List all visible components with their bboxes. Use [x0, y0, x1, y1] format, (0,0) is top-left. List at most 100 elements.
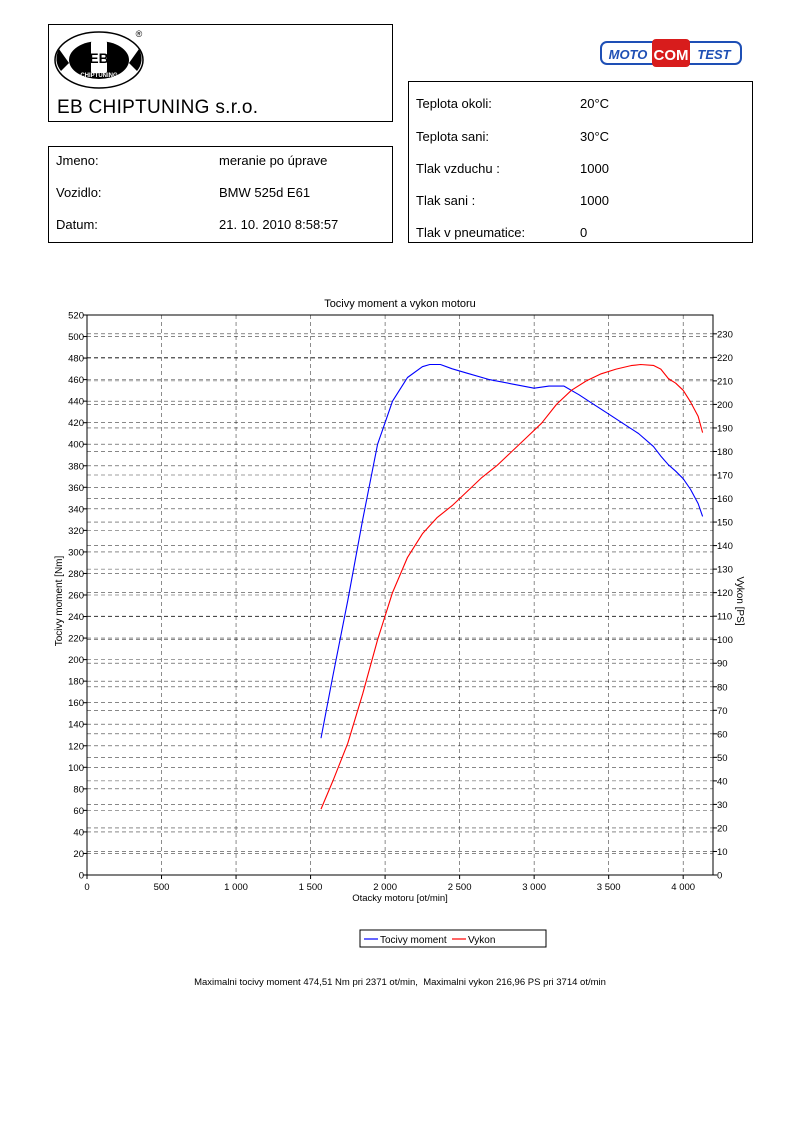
y2-tick-label: 160: [717, 494, 733, 505]
x-tick-label: 2 000: [373, 882, 397, 893]
eb-chiptuning-logo: EB CHIPTUNING ®: [54, 29, 144, 89]
x-tick-label: 4 000: [671, 882, 695, 893]
y-tick-label: 0: [79, 871, 84, 882]
info-value: meranie po úprave: [219, 153, 328, 168]
info-value: 21. 10. 2010 8:58:57: [219, 217, 339, 232]
chart-legend: Tocivy moment Vykon: [359, 929, 547, 948]
y2-tick-label: 230: [717, 329, 733, 340]
y-tick-label: 100: [68, 763, 84, 774]
chart-grid: [87, 315, 713, 875]
y-tick-label: 460: [68, 375, 84, 386]
y-tick-label: 420: [68, 418, 84, 429]
y-tick-label: 320: [68, 526, 84, 537]
y2-tick-label: 170: [717, 471, 733, 482]
chart-title: Tocivy moment a vykon motoru: [324, 298, 476, 310]
legend-label-torque: Tocivy moment: [380, 935, 447, 946]
y-tick-label: 140: [68, 720, 84, 731]
series-line-torque: [320, 363, 704, 739]
y2-tick-label: 200: [717, 400, 733, 411]
y-tick-label: 480: [68, 354, 84, 365]
moto-logo-left: MOTO: [609, 47, 648, 62]
y2-tick-label: 80: [717, 682, 728, 693]
y-tick-label: 220: [68, 634, 84, 645]
y2-tick-label: 20: [717, 823, 728, 834]
logo-center-text: EB: [89, 50, 108, 66]
test-conditions-panel: Teplota okoli: 20°C Teplota sani: 30°C T…: [408, 81, 753, 243]
y-tick-label: 360: [68, 483, 84, 494]
y2-tick-label: 220: [717, 353, 733, 364]
motocomtest-logo: MOTO COM TEST: [600, 39, 742, 67]
x-axis-label: Otacky motoru [ot/min]: [352, 893, 448, 904]
y2-tick-label: 30: [717, 800, 728, 811]
condition-value: 1000: [580, 161, 609, 176]
summary-text: Maximalni tocivy moment 474,51 Nm pri 23…: [194, 977, 606, 988]
y2-tick-label: 90: [717, 659, 728, 670]
y-tick-label: 60: [73, 806, 84, 817]
x-tick-label: 2 500: [448, 882, 472, 893]
series-line-power: [320, 363, 704, 810]
y-tick-label: 160: [68, 698, 84, 709]
condition-label: Tlak vzduchu :: [416, 161, 500, 176]
x-tick-label: 1 000: [224, 882, 248, 893]
y-tick-label: 180: [68, 677, 84, 688]
condition-value: 0: [580, 225, 588, 240]
company-header: EB CHIPTUNING ® EB CHIPTUNING s.r.o.: [48, 24, 393, 122]
info-label: Jmeno:: [56, 153, 99, 168]
x-tick-label: 0: [84, 882, 89, 893]
condition-value: 20°C: [580, 96, 610, 111]
y-tick-label: 240: [68, 612, 84, 623]
y2-tick-label: 60: [717, 729, 728, 740]
x-tick-label: 3 000: [522, 882, 546, 893]
y-tick-label: 380: [68, 461, 84, 472]
y-tick-label: 20: [73, 849, 84, 860]
y2-axis-label: Vykon [PS]: [734, 576, 745, 625]
info-value: BMW 525d E61: [219, 185, 311, 200]
y2-tick-label: 120: [717, 588, 733, 599]
y2-tick-label: 110: [717, 612, 732, 623]
y2-tick-label: 10: [717, 847, 728, 858]
y2-tick-label: 150: [717, 518, 733, 529]
legend-label-power: Vykon: [468, 935, 495, 946]
condition-label: Teplota okoli:: [416, 96, 492, 111]
y-tick-label: 520: [68, 311, 84, 322]
x-tick-label: 3 500: [597, 882, 621, 893]
info-label: Vozidlo:: [56, 185, 102, 200]
moto-logo-right: TEST: [697, 47, 731, 62]
y-tick-label: 280: [68, 569, 84, 580]
y-tick-label: 40: [73, 827, 84, 838]
y2-tick-label: 210: [717, 376, 733, 387]
vehicle-info-panel: Jmeno: meranie po úprave Vozidlo: BMW 52…: [48, 146, 393, 243]
y-axis-label: Tocivy moment [Nm]: [54, 555, 65, 646]
y2-tick-label: 130: [717, 565, 733, 576]
x-tick-label: 1 500: [299, 882, 323, 893]
chart-series: [320, 363, 704, 810]
y-tick-label: 80: [73, 784, 84, 795]
y2-tick-label: 40: [717, 776, 728, 787]
condition-label: Tlak v pneumatice:: [416, 225, 526, 240]
moto-logo-mid: COM: [654, 47, 689, 64]
y2-tick-label: 180: [717, 447, 733, 458]
y-tick-label: 260: [68, 591, 84, 602]
company-name: EB CHIPTUNING s.r.o.: [57, 97, 259, 118]
dyno-chart: Tocivy moment a vykon motoru 0 500 1 000 1 …: [54, 298, 745, 948]
y-tick-label: 340: [68, 504, 84, 515]
y2-tick-label: 190: [717, 423, 733, 434]
y2-tick-label: 0: [717, 871, 722, 882]
y2-tick-label: 70: [717, 706, 728, 717]
y2-tick-label: 140: [717, 541, 733, 552]
condition-value: 1000: [580, 193, 609, 208]
logo-bottom-text: CHIPTUNING: [80, 73, 118, 79]
y2-tick-label: 50: [717, 753, 728, 764]
condition-label: Tlak sani :: [416, 193, 476, 208]
y-tick-label: 400: [68, 440, 84, 451]
y-tick-label: 120: [68, 741, 84, 752]
chart-axes: 0 500 1 000 1 500 2 000 2 500 3 000 3 500 4 0000…: [68, 311, 733, 894]
condition-label: Teplota sani:: [416, 129, 489, 144]
info-label: Datum:: [56, 217, 98, 232]
y-tick-label: 200: [68, 655, 84, 666]
y2-tick-label: 100: [717, 635, 733, 646]
condition-value: 30°C: [580, 129, 610, 144]
x-tick-label: 500: [154, 882, 170, 893]
registered-mark: ®: [136, 29, 143, 39]
y-tick-label: 440: [68, 397, 84, 408]
